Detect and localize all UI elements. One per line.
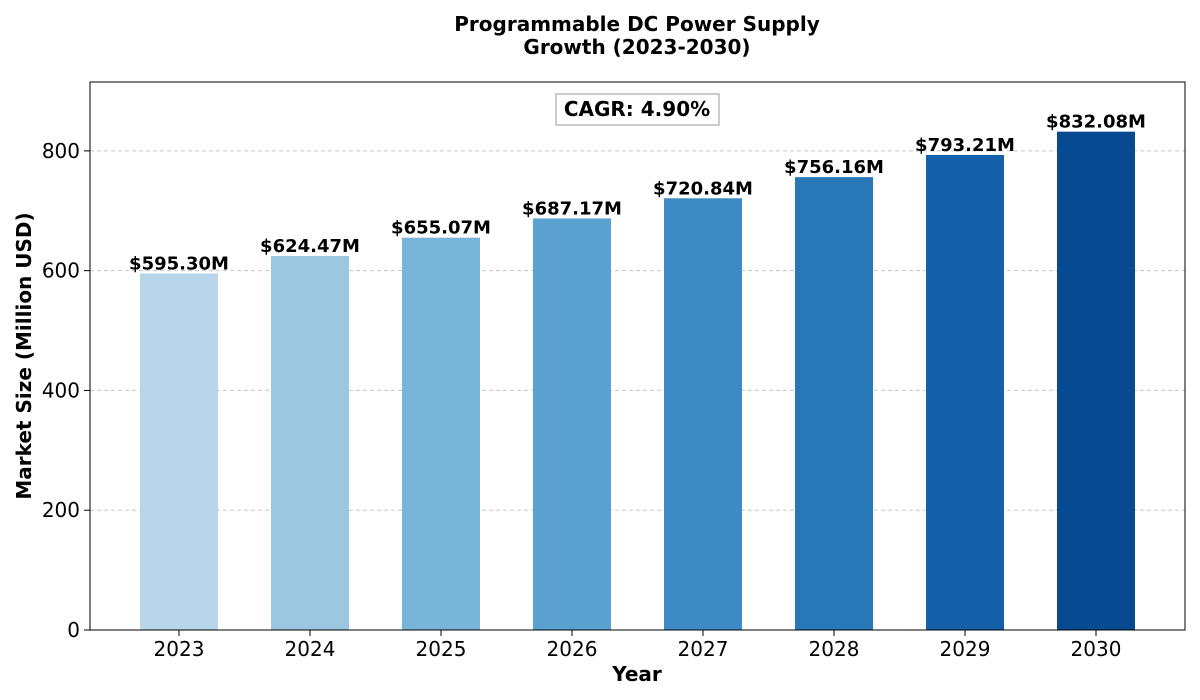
data-label-2026: $687.17M — [522, 198, 622, 219]
bar-2027 — [664, 198, 742, 630]
bar-2025 — [402, 237, 480, 630]
y-tick-label: 800 — [42, 139, 80, 163]
data-label-2023: $595.30M — [129, 253, 229, 274]
y-axis-label: Market Size (Million USD) — [12, 212, 36, 499]
chart-title-line-1: Programmable DC Power Supply — [454, 12, 820, 36]
x-tick-label-2024: 2024 — [285, 637, 336, 661]
chart-title-line-2: Growth (2023-2030) — [523, 35, 750, 59]
y-tick-label: 200 — [42, 498, 80, 522]
bar-2024 — [271, 256, 349, 630]
bars — [140, 131, 1135, 630]
data-label-2025: $655.07M — [391, 218, 491, 239]
x-tick-label-2030: 2030 — [1071, 637, 1122, 661]
y-tick-label: 600 — [42, 259, 80, 283]
cagr-annotation: CAGR: 4.90% — [555, 93, 720, 126]
bar-2026 — [533, 218, 611, 630]
plot-frame — [89, 81, 1186, 631]
data-labels: $595.30M $624.47M $655.07M $687.17M $720.84M… — [129, 112, 1146, 275]
x-axis-label: Year — [611, 662, 662, 686]
cagr-text: CAGR: 4.90% — [564, 97, 710, 121]
y-tick-label: 400 — [42, 378, 80, 402]
data-label-2029: $793.21M — [915, 135, 1015, 156]
data-label-2027: $720.84M — [653, 178, 753, 199]
x-tick-label-2023: 2023 — [154, 637, 205, 661]
x-tick-label-2025: 2025 — [416, 637, 467, 661]
x-tick-label-2026: 2026 — [547, 637, 598, 661]
bar-2029 — [926, 154, 1004, 630]
x-tick-label-2028: 2028 — [809, 637, 860, 661]
cagr-box — [555, 93, 720, 126]
x-axis-ticks: 2023 2024 2025 2026 2027 2028 2029 2030 — [154, 630, 1122, 661]
x-tick-label-2027: 2027 — [678, 637, 729, 661]
bar-2030 — [1057, 131, 1135, 630]
data-label-2028: $756.16M — [784, 157, 884, 178]
bar-2023 — [140, 273, 218, 630]
data-label-2024: $624.47M — [260, 236, 360, 257]
y-axis-ticks: 0 200 400 600 800 — [42, 139, 90, 642]
data-label-2030: $832.08M — [1046, 112, 1146, 133]
y-tick-label: 0 — [67, 618, 80, 642]
bar-2028 — [795, 177, 873, 630]
x-tick-label-2029: 2029 — [940, 637, 991, 661]
gridlines — [90, 150, 1185, 511]
